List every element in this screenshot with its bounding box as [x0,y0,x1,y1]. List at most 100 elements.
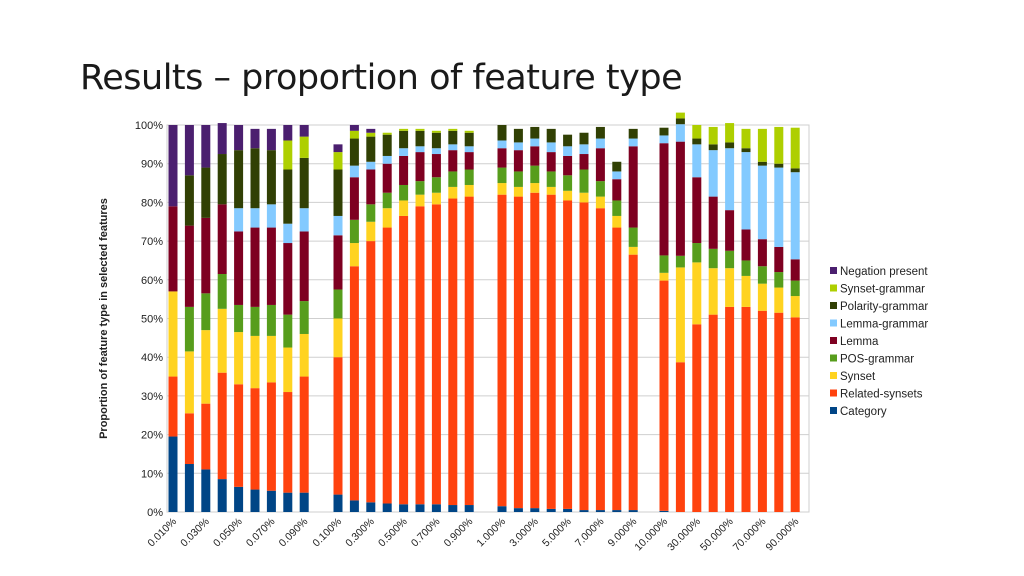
bar-segment-polarity-grammar [382,134,392,156]
legend-label: Related-synsets [840,389,923,401]
bar-segment-pos-grammar [431,177,441,193]
bar-segment-related-synsets [757,310,767,512]
bar-segment-category [546,508,556,512]
bar-segment-synset [399,200,409,216]
y-tick-label: 40% [141,352,163,364]
bar-segment-lemma [741,229,751,261]
bar-segment-category [399,504,409,512]
bar-segment-pos-grammar [464,169,474,185]
bar-segment-pos-grammar [201,293,211,331]
bar-segment-synset [217,308,227,373]
y-tick-label: 50% [141,314,163,326]
bar-segment-lemma [563,155,573,176]
bar-segment-lemma [168,206,178,292]
bar-segment-category [563,508,573,512]
bar-segment-lemma [628,146,638,228]
y-tick-label: 80% [141,197,163,209]
bar-segment-lemma [725,210,735,251]
bar-segment-lemma-grammar [563,146,573,156]
bar-segment-related-synsets [774,312,784,512]
bar-segment-synset-grammar [299,136,309,158]
bar-segment-lemma-grammar [234,208,244,232]
bar-segment-related-synsets [497,194,507,507]
legend-label: Synset-grammar [840,284,925,296]
bar-segment-polarity-grammar [612,161,622,172]
bar-segment-polarity-grammar [217,154,227,205]
x-tick-label: 0.090% [277,516,311,550]
bar-segment-category [530,508,540,512]
bar-segment-synset-grammar [349,130,359,139]
bar-segment-pos-grammar [612,200,622,216]
bar-segment-synset [184,351,194,414]
bar-segment-lemma [250,227,260,307]
bar-segment-synset-grammar [399,128,409,131]
bar-segment-lemma-grammar [757,165,767,240]
x-tick-label: 5.000% [540,516,574,550]
bar-segment-related-synsets [708,314,718,512]
bar-segment-synset [579,192,589,203]
bar-segment-pos-grammar [628,227,638,247]
y-tick-label: 0% [147,507,163,519]
bar-segment-lemma-grammar [250,208,260,228]
bar-segment-polarity-grammar [184,175,194,226]
bar-segment-related-synsets [675,362,685,512]
bar-segment-related-synsets [201,403,211,470]
bar-segment-negation-present [250,128,260,149]
x-tick-label: 0.010% [145,516,179,550]
bar-segment-synset [266,335,276,383]
bar-segment-negation-present [168,125,178,207]
bar-segment-polarity-grammar [431,132,441,149]
bar-segment-synset [250,335,260,389]
bar-segment-pos-grammar [659,255,669,273]
bar-segment-pos-grammar [415,181,425,195]
bar-segment-synset [757,283,767,311]
bar-segment-lemma [333,235,343,290]
bar-segment-category [333,494,343,512]
bar-segment-related-synsets [628,254,638,511]
bar-segment-negation-present [217,123,227,155]
bar-segment-lemma-grammar [448,144,458,151]
bar-segment-synset [299,333,309,377]
bar-segment-lemma [659,143,669,256]
bar-segment-synset [675,267,685,363]
bar-segment-pos-grammar [448,171,458,187]
bar-segment-pos-grammar [563,175,573,191]
bar-segment-lemma-grammar [382,155,392,164]
bar-segment-synset-grammar [283,140,293,170]
bar-segment-pos-grammar [774,272,784,288]
bar-segment-polarity-grammar [675,118,685,125]
bar-segment-synset-grammar [675,112,685,119]
bar-segment-pos-grammar [513,171,523,187]
bar-segment-pos-grammar [184,306,194,352]
x-tick-label: 0.100% [310,516,344,550]
bar-segment-related-synsets [382,227,392,504]
bar-segment-negation-present [266,128,276,151]
bar-segment-polarity-grammar [741,148,751,153]
bar-segment-category [184,464,194,512]
bar-segment-related-synsets [790,317,800,512]
bar-segment-polarity-grammar [448,130,458,145]
bar-segment-lemma [366,169,376,205]
bar-segment-pos-grammar [333,289,343,319]
bar-segment-lemma-grammar [579,144,589,155]
bar-segment-polarity-grammar [399,130,409,149]
x-tick-label: 10.000% [632,516,670,554]
bar-segment-synset [708,268,718,315]
bar-segment-category [628,510,638,512]
bar-segment-polarity-grammar [659,127,669,136]
bar-segment-lemma [399,155,409,185]
bar-segment-synset-grammar [431,130,441,133]
bar-segment-lemma-grammar [415,146,425,153]
bar-segment-lemma-grammar [431,148,441,155]
bar-segment-lemma [464,152,474,170]
legend-swatch [830,372,837,379]
bar-segment-category [448,505,458,512]
x-tick-label: 0.900% [442,516,476,550]
bar-segment-related-synsets [349,266,359,501]
bar-segment-category [415,504,425,512]
bar-segment-related-synsets [431,204,441,505]
bar-segment-synset [692,262,702,325]
bar-segment-synset [349,243,359,267]
bar-segment-lemma-grammar [283,223,293,244]
bar-segment-category [579,510,589,512]
